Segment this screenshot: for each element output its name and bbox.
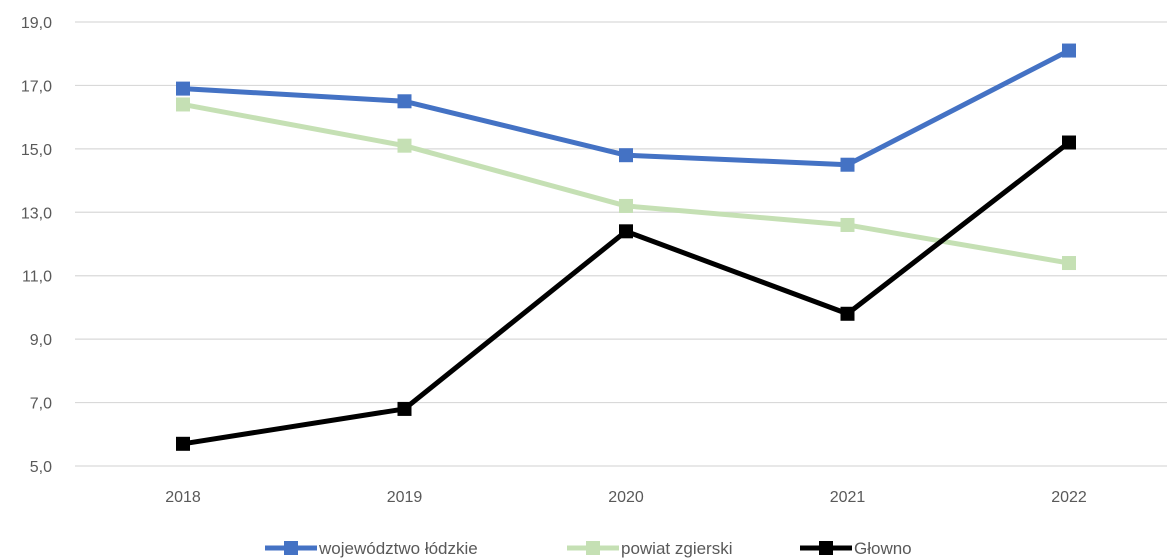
data-point-marker <box>397 138 412 153</box>
y-tick-label: 13,0 <box>21 205 52 222</box>
data-point-marker <box>619 148 633 163</box>
series-1 <box>176 43 1076 172</box>
x-tick-label: 2020 <box>608 489 644 506</box>
data-point-marker <box>397 94 412 109</box>
x-tick-label: 2018 <box>165 489 201 506</box>
gridlines <box>75 21 1167 467</box>
data-point-marker <box>840 306 855 321</box>
y-tick-label: 7,0 <box>30 396 52 413</box>
data-point-marker <box>176 97 190 112</box>
x-axis-ticks: 2018 2019 2020 2021 2022 <box>165 489 1087 506</box>
legend-marker-swatch <box>284 541 298 555</box>
series-line <box>180 101 1072 266</box>
data-point-marker <box>1062 43 1076 58</box>
data-point-marker <box>840 157 855 172</box>
legend-item: Głowno <box>800 539 912 558</box>
legend-item: województwo łódzkie <box>265 539 478 558</box>
y-tick-label: 19,0 <box>21 15 52 32</box>
legend-marker-swatch <box>819 541 833 555</box>
series-line <box>180 140 1072 447</box>
data-point-marker <box>1062 135 1076 150</box>
y-tick-label: 9,0 <box>30 332 52 349</box>
legend-item: powiat zgierski <box>567 539 733 558</box>
y-tick-label: 5,0 <box>30 459 52 476</box>
data-point-marker <box>397 401 412 416</box>
x-tick-label: 2021 <box>830 489 866 506</box>
data-point-marker <box>176 436 190 451</box>
series-line <box>180 48 1072 168</box>
y-axis-ticks: 5,0 7,0 9,0 11,0 13,0 15,0 17,0 19,0 <box>21 15 52 476</box>
series-2 <box>176 97 1076 271</box>
legend-label: powiat zgierski <box>621 539 733 558</box>
legend-marker-swatch <box>586 541 600 555</box>
y-tick-label: 15,0 <box>21 142 52 159</box>
data-point-marker <box>619 224 633 239</box>
series-lines <box>176 43 1076 451</box>
data-point-marker <box>840 217 855 232</box>
legend-label: województwo łódzkie <box>318 539 478 558</box>
x-tick-label: 2019 <box>387 489 423 506</box>
data-point-marker <box>1062 256 1076 271</box>
legend-label: Głowno <box>854 539 912 558</box>
legend: województwo łódzkie powiat zgierski Głowno <box>265 539 912 558</box>
series-3 <box>176 135 1076 451</box>
data-point-marker <box>619 198 633 213</box>
y-tick-label: 11,0 <box>22 269 52 286</box>
data-point-marker <box>176 81 190 96</box>
y-tick-label: 17,0 <box>21 78 52 95</box>
x-tick-label: 2022 <box>1051 489 1087 506</box>
